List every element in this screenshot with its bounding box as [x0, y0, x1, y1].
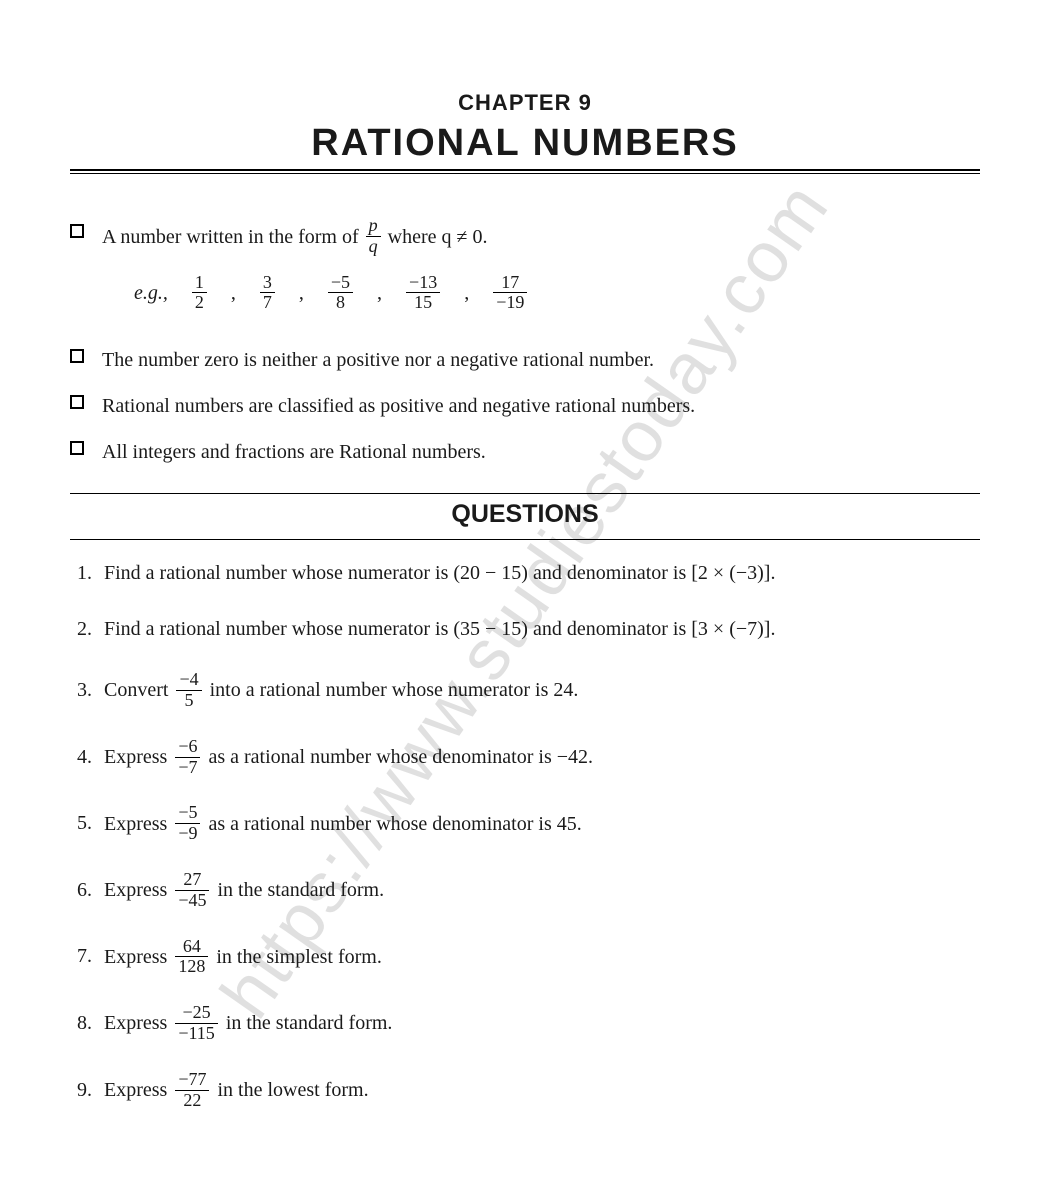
question-7: 7. Express 64128 in the simplest form. — [70, 937, 980, 978]
questions-heading: QUESTIONS — [70, 500, 980, 529]
question-number: 6. — [70, 879, 104, 902]
question-number: 8. — [70, 1012, 104, 1035]
q-pre: Express — [104, 809, 167, 839]
fraction-denominator: q — [366, 237, 381, 257]
question-number: 2. — [70, 618, 104, 641]
fraction-p-q: p q — [366, 216, 381, 257]
q-fraction: −45 — [176, 670, 201, 711]
bullet-text: A number written in the form of p q wher… — [102, 218, 529, 331]
q-post: in the standard form. — [217, 875, 384, 905]
question-text: Convert −45 into a rational number whose… — [104, 670, 578, 711]
q-fraction: 27−45 — [175, 870, 209, 911]
q-pre: Express — [104, 742, 167, 772]
q-post: in the lowest form. — [217, 1075, 368, 1105]
question-text: Express −7722 in the lowest form. — [104, 1070, 369, 1111]
bullet-item-1: A number written in the form of p q wher… — [70, 218, 980, 331]
bullet-1-post: where q ≠ 0. — [388, 226, 488, 248]
question-number: 4. — [70, 746, 104, 769]
q-fraction: −5−9 — [175, 803, 200, 844]
q-post: in the simplest form. — [216, 942, 382, 972]
bullet-item-2: The number zero is neither a positive no… — [70, 343, 980, 377]
eg-frac-1: 12 — [192, 273, 207, 314]
question-4: 4. Express −6−7 as a rational number who… — [70, 737, 980, 778]
rule-top — [70, 493, 980, 494]
question-text: Express −25−115 in the standard form. — [104, 1003, 392, 1044]
eg-frac-2: 37 — [260, 273, 275, 314]
chapter-label: CHAPTER 9 — [70, 90, 980, 116]
question-text: Find a rational number whose numerator i… — [104, 558, 775, 588]
eg-frac-5: 17−19 — [493, 273, 527, 314]
question-number: 9. — [70, 1079, 104, 1102]
q-post: as a rational number whose denominator i… — [208, 742, 593, 772]
eg-frac-3: −58 — [328, 273, 353, 314]
comma: , — [299, 276, 304, 310]
bullet-text: Rational numbers are classified as posit… — [102, 389, 695, 423]
q-fraction: −7722 — [175, 1070, 209, 1111]
bullet-square-icon — [70, 349, 84, 363]
q-post: into a rational number whose numerator i… — [210, 675, 579, 705]
question-number: 7. — [70, 945, 104, 968]
q-post: in the standard form. — [226, 1008, 393, 1038]
bullet-list: A number written in the form of p q wher… — [70, 218, 980, 469]
questions-list: 1. Find a rational number whose numerato… — [70, 558, 980, 1110]
comma: , — [464, 276, 469, 310]
question-text: Express −6−7 as a rational number whose … — [104, 737, 593, 778]
q-pre: Express — [104, 1008, 167, 1038]
bullet-1-pre: A number written in the form of — [102, 226, 364, 248]
comma: , — [377, 276, 382, 310]
q-fraction: 64128 — [175, 937, 208, 978]
bullet-item-4: All integers and fractions are Rational … — [70, 435, 980, 469]
bullet-square-icon — [70, 441, 84, 455]
example-row: e.g., 12 , 37 , −58 , −1315 , 17−19 — [134, 273, 529, 314]
chapter-title: RATIONAL NUMBERS — [70, 122, 980, 165]
question-6: 6. Express 27−45 in the standard form. — [70, 870, 980, 911]
eg-frac-4: −1315 — [406, 273, 440, 314]
q-pre: Express — [104, 1075, 167, 1105]
question-1: 1. Find a rational number whose numerato… — [70, 558, 980, 588]
q-pre: Express — [104, 875, 167, 905]
bullet-text: All integers and fractions are Rational … — [102, 435, 486, 469]
fraction-numerator: p — [366, 216, 381, 236]
question-2: 2. Find a rational number whose numerato… — [70, 614, 980, 644]
question-text: Find a rational number whose numerator i… — [104, 614, 775, 644]
question-text: Express −5−9 as a rational number whose … — [104, 803, 582, 844]
q-post: as a rational number whose denominator i… — [208, 809, 581, 839]
question-9: 9. Express −7722 in the lowest form. — [70, 1070, 980, 1111]
question-8: 8. Express −25−115 in the standard form. — [70, 1003, 980, 1044]
q-fraction: −6−7 — [175, 737, 200, 778]
bullet-text: The number zero is neither a positive no… — [102, 343, 654, 377]
question-number: 3. — [70, 679, 104, 702]
eg-label: e.g., — [134, 276, 168, 310]
question-3: 3. Convert −45 into a rational number wh… — [70, 670, 980, 711]
bullet-square-icon — [70, 395, 84, 409]
question-text: Express 64128 in the simplest form. — [104, 937, 382, 978]
bullet-square-icon — [70, 224, 84, 238]
q-fraction: −25−115 — [175, 1003, 217, 1044]
bullet-item-3: Rational numbers are classified as posit… — [70, 389, 980, 423]
question-text: Express 27−45 in the standard form. — [104, 870, 384, 911]
comma: , — [231, 276, 236, 310]
question-number: 5. — [70, 812, 104, 835]
q-pre: Express — [104, 942, 167, 972]
question-5: 5. Express −5−9 as a rational number who… — [70, 803, 980, 844]
double-rule — [70, 169, 980, 174]
page-content: CHAPTER 9 RATIONAL NUMBERS A number writ… — [70, 90, 980, 1110]
rule-bottom — [70, 539, 980, 540]
q-pre: Convert — [104, 675, 168, 705]
question-number: 1. — [70, 562, 104, 585]
